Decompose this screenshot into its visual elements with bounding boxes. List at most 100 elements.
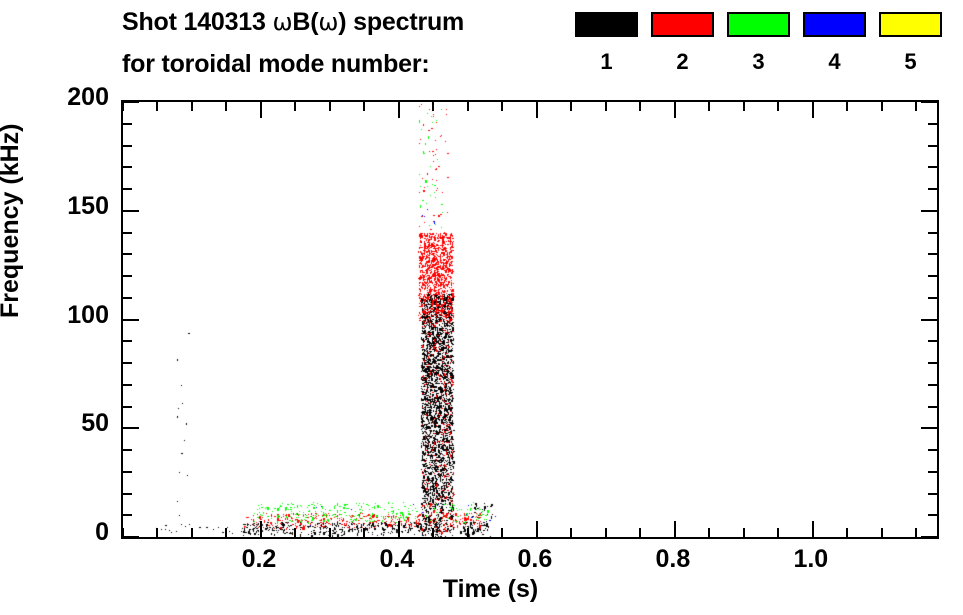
x-tick-bottom-0.65 [570, 528, 573, 537]
legend-swatch-mode-4 [803, 12, 866, 37]
legend-item-mode-2: 2 [651, 12, 714, 73]
x-tick-bottom-0.8 [673, 521, 676, 537]
x-tick-top-0.5 [466, 102, 469, 111]
x-tick-bottom-0.7 [604, 528, 607, 537]
x-tick-label-0.4: 0.4 [379, 545, 415, 573]
y-tick-left-120 [123, 275, 132, 277]
x-tick-bottom-0.9 [742, 528, 745, 537]
y-tick-right-190 [928, 122, 937, 125]
x-tick-top-0.75 [639, 102, 642, 111]
x-tick-top-0.05 [156, 102, 159, 111]
y-tick-right-60 [928, 405, 937, 408]
y-tick-left-70 [123, 383, 132, 386]
x-tick-top-1.15 [915, 102, 918, 111]
y-tick-left-110 [123, 296, 132, 299]
y-tick-label-0: 0 [95, 518, 109, 546]
y-tick-right-140 [928, 231, 937, 234]
x-tick-top-0.8 [673, 102, 676, 118]
y-tick-left-10 [123, 514, 132, 517]
x-tick-top-1.05 [846, 102, 849, 111]
x-tick-label-1.0: 1.0 [793, 545, 829, 573]
y-tick-right-120 [928, 275, 937, 277]
x-tick-top-1 [811, 102, 814, 118]
legend-item-mode-3: 3 [727, 12, 790, 73]
y-tick-right-180 [928, 144, 937, 147]
x-tick-bottom-0.55 [501, 528, 504, 537]
x-tick-bottom-0.1 [190, 528, 193, 537]
y-tick-right-10 [928, 514, 937, 517]
y-tick-right-130 [928, 253, 937, 256]
x-tick-top-0.6 [535, 102, 538, 118]
y-tick-left-90 [123, 340, 132, 343]
y-tick-right-30 [928, 470, 937, 473]
x-tick-bottom-0.85 [708, 528, 711, 537]
y-tick-left-130 [123, 253, 132, 256]
x-tick-bottom-0.25 [294, 528, 297, 537]
x-tick-top-0.9 [742, 102, 745, 111]
y-tick-left-60 [123, 405, 132, 408]
y-tick-left-180 [123, 144, 132, 147]
legend-label-mode-5: 5 [904, 49, 917, 74]
spectrogram-data-canvas [123, 102, 937, 537]
x-tick-bottom-0.4 [397, 521, 400, 537]
y-tick-left-0 [123, 536, 139, 538]
y-tick-left-200 [123, 101, 139, 103]
x-tick-bottom-0 [122, 528, 124, 537]
y-tick-left-190 [123, 122, 132, 125]
x-tick-top-0.7 [604, 102, 607, 111]
y-tick-label-150: 150 [67, 191, 109, 220]
legend-item-mode-1: 1 [575, 12, 638, 73]
y-tick-left-160 [123, 188, 132, 190]
x-tick-bottom-0.3 [328, 528, 331, 537]
y-tick-left-140 [123, 231, 132, 234]
omega-symbol-1: ω [272, 8, 293, 36]
x-tick-bottom-1 [811, 521, 814, 537]
y-tick-right-160 [928, 188, 937, 190]
x-tick-top-0.15 [225, 102, 228, 111]
x-tick-top-0 [122, 102, 124, 111]
title-prefix: Shot 140313 [122, 8, 273, 36]
x-tick-label-0.8: 0.8 [655, 545, 691, 573]
legend-swatch-mode-1 [575, 12, 638, 37]
x-tick-bottom-0.75 [639, 528, 642, 537]
x-tick-bottom-0.95 [777, 528, 780, 537]
y-tick-right-70 [928, 383, 937, 386]
plot-title-line-1: Shot 140313 ωB(ω) spectrum [122, 8, 464, 37]
x-tick-bottom-1.15 [915, 528, 918, 537]
x-tick-top-0.2 [259, 102, 262, 118]
y-tick-right-80 [928, 362, 937, 364]
legend-swatch-mode-2 [651, 12, 714, 37]
legend-item-mode-4: 4 [803, 12, 866, 73]
y-tick-right-20 [928, 492, 937, 495]
legend: 1 2 3 4 5 [575, 12, 955, 90]
y-tick-right-100 [921, 318, 937, 321]
plot-area [121, 100, 939, 539]
legend-label-mode-3: 3 [752, 49, 765, 74]
x-tick-bottom-0.35 [363, 528, 366, 537]
x-tick-bottom-0.45 [432, 528, 435, 537]
y-tick-right-110 [928, 296, 937, 299]
y-tick-right-50 [921, 427, 937, 430]
x-axis-title-text: Time (s) [442, 575, 539, 603]
x-tick-bottom-0.05 [156, 528, 159, 537]
y-tick-left-30 [123, 470, 132, 473]
y-tick-right-0 [921, 536, 937, 538]
x-tick-top-0.1 [190, 102, 193, 111]
x-tick-bottom-1.1 [880, 528, 883, 537]
x-tick-top-0.55 [501, 102, 504, 111]
legend-label-mode-2: 2 [676, 49, 689, 74]
x-tick-top-0.25 [294, 102, 297, 111]
omega-symbol-2: ω [318, 8, 339, 36]
y-tick-left-80 [123, 362, 132, 364]
x-tick-top-0.4 [397, 102, 400, 118]
plot-title-line-2: for toroidal mode number: [122, 50, 430, 78]
x-tick-bottom-0.2 [259, 521, 262, 537]
x-tick-top-0.85 [708, 102, 711, 111]
x-tick-top-0.3 [328, 102, 331, 111]
legend-swatch-mode-5 [879, 12, 942, 37]
y-tick-left-170 [123, 166, 132, 169]
y-tick-right-150 [921, 209, 937, 212]
x-tick-label-0.6: 0.6 [517, 545, 553, 573]
y-tick-label-50: 50 [81, 409, 109, 438]
